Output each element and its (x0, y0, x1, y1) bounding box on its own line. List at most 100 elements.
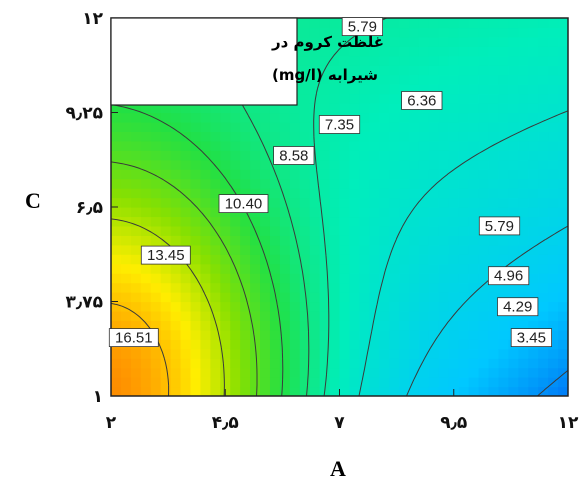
heat-cell (210, 386, 221, 396)
heat-cell (399, 188, 410, 199)
heat-cell (289, 282, 301, 293)
heat-cell (329, 188, 341, 199)
heat-cell (130, 131, 142, 142)
heat-cell (111, 188, 122, 199)
contour-label-box (140, 245, 191, 265)
heat-cell (200, 339, 211, 350)
heat-cell (438, 207, 450, 218)
heat-cell (498, 112, 509, 123)
heat-cell (458, 329, 470, 340)
heat-cell (349, 329, 360, 340)
heat-cell (498, 329, 509, 340)
heat-cell (369, 159, 380, 170)
heat-cell (478, 103, 490, 114)
heat-cell (448, 273, 460, 284)
heat-cell (130, 103, 142, 114)
heat-cell (448, 329, 460, 340)
heat-cell (468, 301, 480, 312)
heat-cell (359, 188, 370, 199)
heat-cell (468, 320, 480, 331)
heat-cell (409, 18, 420, 29)
heat-cell (399, 216, 410, 227)
heat-cell (438, 150, 450, 161)
heat-cell (230, 386, 241, 396)
heat-cell (379, 93, 390, 104)
heat-cell (558, 244, 568, 255)
heat-cell (428, 339, 440, 350)
heat-cell (339, 93, 351, 104)
heat-cell (498, 254, 509, 265)
heat-cell (409, 320, 420, 331)
heat-cell (428, 263, 440, 274)
heat-cell (468, 140, 480, 151)
heat-cell (478, 150, 490, 161)
heat-cell (299, 55, 311, 66)
heat-cell (418, 367, 430, 378)
heat-cell (250, 377, 261, 388)
heat-cell (339, 329, 351, 340)
y-tick-label: ۳٫۷۵ (66, 293, 103, 313)
heat-cell (389, 18, 400, 29)
heat-cell (200, 235, 211, 246)
heat-cell (220, 273, 231, 284)
heat-cell (329, 27, 341, 38)
heat-cell (518, 169, 529, 180)
heat-cell (379, 150, 390, 161)
y-tick-label: ۹٫۲۵ (66, 104, 103, 124)
heat-cell (329, 377, 341, 388)
heat-cell (528, 386, 539, 396)
heat-cell (140, 292, 152, 303)
heat-cell (289, 131, 301, 142)
heat-cell (230, 112, 241, 123)
heat-cell (448, 263, 460, 274)
heat-cell (200, 386, 211, 396)
heat-cell (160, 140, 172, 151)
heat-cell (269, 339, 281, 350)
heat-cell (289, 254, 301, 265)
heat-cell (508, 282, 519, 293)
heat-cell (418, 273, 430, 284)
heat-cell (538, 159, 549, 170)
heat-cell (359, 150, 370, 161)
heat-cell (438, 225, 450, 236)
heat-cell (190, 103, 202, 114)
heat-cell (130, 358, 142, 369)
heat-cell (438, 367, 450, 378)
heat-cell (250, 367, 261, 378)
heat-cell (160, 263, 172, 274)
heat-cell (269, 140, 281, 151)
heat-cell (478, 292, 490, 303)
heat-cell (538, 112, 549, 123)
heat-cell (111, 358, 122, 369)
heat-cell (458, 292, 470, 303)
heat-cell (279, 244, 291, 255)
heat-cell (488, 301, 500, 312)
heat-cell (428, 55, 440, 66)
heat-cell (329, 348, 341, 359)
heat-cell (558, 367, 568, 378)
heat-cell (289, 310, 301, 321)
heat-cell (240, 263, 251, 274)
heat-cell (289, 339, 301, 350)
heat-cell (250, 235, 261, 246)
heat-cell (389, 377, 400, 388)
heat-cell (448, 282, 460, 293)
heat-cell (200, 169, 211, 180)
heat-cell (359, 65, 370, 76)
heat-cell (528, 377, 539, 388)
heat-cell (538, 27, 549, 38)
heat-cell (200, 310, 211, 321)
heat-cell (458, 55, 470, 66)
heat-cell (548, 348, 559, 359)
heat-cell (548, 273, 559, 284)
heat-cell (190, 329, 202, 340)
heat-cell (250, 178, 261, 189)
heat-cell (409, 367, 420, 378)
heat-cell (339, 188, 351, 199)
heat-cell (518, 188, 529, 199)
heat-cell (309, 84, 321, 95)
heat-cell (478, 310, 490, 321)
heat-cell (389, 93, 400, 104)
heat-cell (369, 273, 380, 284)
